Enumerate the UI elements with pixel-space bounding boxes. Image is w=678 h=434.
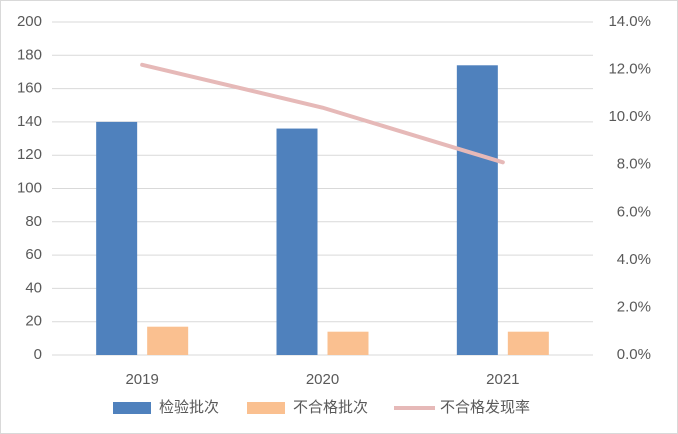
y-tick-label: 80 bbox=[25, 213, 42, 230]
y2-tick-label: 6.0% bbox=[617, 203, 651, 220]
x-tick-label: 2019 bbox=[125, 371, 158, 388]
bar bbox=[327, 331, 369, 355]
y-tick-label: 200 bbox=[17, 13, 42, 30]
y-tick-label: 140 bbox=[17, 113, 42, 130]
line bbox=[140, 62, 505, 165]
y2-tick-label: 0.0% bbox=[617, 346, 651, 363]
legend-label: 不合格批次 bbox=[293, 399, 368, 416]
bar bbox=[147, 326, 189, 355]
bar bbox=[456, 65, 498, 355]
legend-label: 检验批次 bbox=[159, 399, 219, 416]
bar bbox=[507, 331, 549, 355]
bar bbox=[96, 121, 138, 356]
y-tick-label: 100 bbox=[17, 179, 42, 196]
legend-label: 不合格发现率 bbox=[440, 399, 530, 416]
y2-tick-label: 12.0% bbox=[608, 61, 651, 78]
legend-swatch bbox=[113, 402, 151, 414]
y2-tick-label: 2.0% bbox=[617, 298, 651, 315]
y2-tick-label: 8.0% bbox=[617, 156, 651, 173]
y-tick-label: 40 bbox=[25, 279, 42, 296]
bar bbox=[276, 128, 318, 355]
y2-tick-label: 4.0% bbox=[617, 251, 651, 268]
y-tick-label: 0 bbox=[34, 346, 42, 363]
x-tick-label: 2021 bbox=[486, 371, 519, 388]
y2-tick-label: 14.0% bbox=[608, 13, 651, 30]
y-tick-label: 120 bbox=[17, 146, 42, 163]
y-tick-label: 20 bbox=[25, 313, 42, 330]
y-tick-label: 180 bbox=[17, 46, 42, 63]
y-tick-label: 160 bbox=[17, 80, 42, 97]
legend-swatch bbox=[247, 402, 285, 414]
y2-tick-label: 10.0% bbox=[608, 108, 651, 125]
y-tick-label: 60 bbox=[25, 246, 42, 263]
x-tick-label: 2020 bbox=[306, 371, 339, 388]
